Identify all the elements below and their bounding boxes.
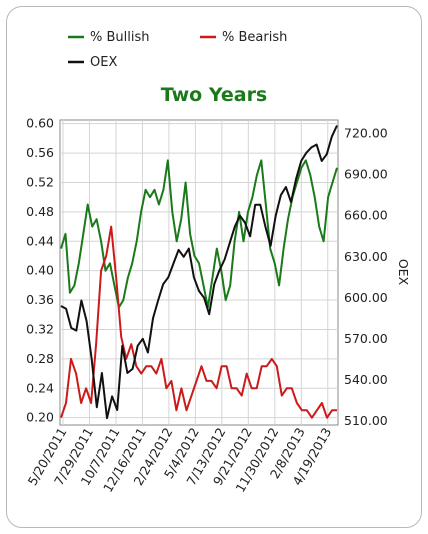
left-tick-label: 0.44 bbox=[26, 233, 54, 248]
right-axis-title: OEX bbox=[396, 259, 411, 286]
series-line-oex bbox=[60, 125, 338, 420]
left-tick-label: 0.32 bbox=[26, 321, 54, 336]
legend-label-oex: OEX bbox=[90, 55, 117, 70]
series-line-bullish bbox=[60, 159, 338, 309]
left-tick-label: 0.56 bbox=[26, 145, 54, 160]
chart-title: Two Years bbox=[161, 84, 268, 106]
left-tick-label: 0.20 bbox=[26, 410, 54, 425]
left-tick-label: 0.60 bbox=[26, 116, 54, 131]
legend: % Bullish % Bearish OEX bbox=[68, 30, 287, 70]
right-tick-label: 510.00 bbox=[344, 413, 388, 428]
right-tick-label: 570.00 bbox=[344, 331, 388, 346]
left-tick-label: 0.28 bbox=[26, 351, 54, 366]
left-tick-label: 0.24 bbox=[26, 380, 54, 395]
right-tick-label: 690.00 bbox=[344, 167, 388, 182]
left-tick-label: 0.36 bbox=[26, 292, 54, 307]
left-axis-ticks: 0.20 0.24 0.28 0.32 0.36 0.40 0.44 0.48 0.52 0.56… bbox=[26, 116, 54, 425]
right-tick-label: 630.00 bbox=[344, 249, 388, 264]
x-axis-ticks: 5/20/20117/29/201110/7/201112/16/20112/2… bbox=[25, 425, 335, 495]
series-group bbox=[60, 125, 338, 420]
legend-label-bearish: % Bearish bbox=[222, 30, 287, 45]
left-tick-label: 0.40 bbox=[26, 263, 54, 278]
right-tick-label: 600.00 bbox=[344, 290, 388, 305]
right-tick-label: 720.00 bbox=[344, 126, 388, 141]
right-tick-label: 540.00 bbox=[344, 372, 388, 387]
series-line-bearish bbox=[60, 225, 337, 419]
left-tick-label: 0.52 bbox=[26, 174, 54, 189]
right-tick-label: 660.00 bbox=[344, 208, 388, 223]
legend-label-bullish: % Bullish bbox=[90, 30, 150, 45]
left-tick-label: 0.48 bbox=[26, 204, 54, 219]
right-axis-ticks: 510.00 540.00 570.00 600.00 630.00 660.00 690.… bbox=[344, 126, 388, 428]
